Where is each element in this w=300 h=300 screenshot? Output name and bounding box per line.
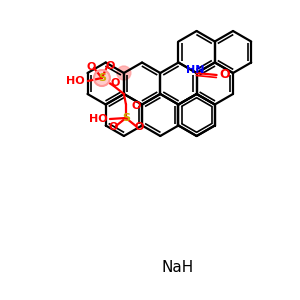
Text: HO: HO (89, 114, 108, 124)
Text: S: S (122, 113, 130, 123)
Text: O: O (105, 61, 115, 71)
Text: NaH: NaH (162, 260, 194, 275)
Text: O: O (132, 101, 141, 111)
Text: O: O (110, 78, 120, 88)
Text: S: S (98, 73, 106, 83)
Text: HN: HN (186, 65, 205, 75)
Text: O: O (86, 62, 96, 72)
Circle shape (117, 66, 131, 80)
Circle shape (94, 70, 110, 86)
Text: O: O (108, 122, 118, 132)
Text: O: O (220, 68, 230, 82)
Text: HO: HO (66, 76, 85, 86)
Text: O: O (134, 122, 144, 132)
